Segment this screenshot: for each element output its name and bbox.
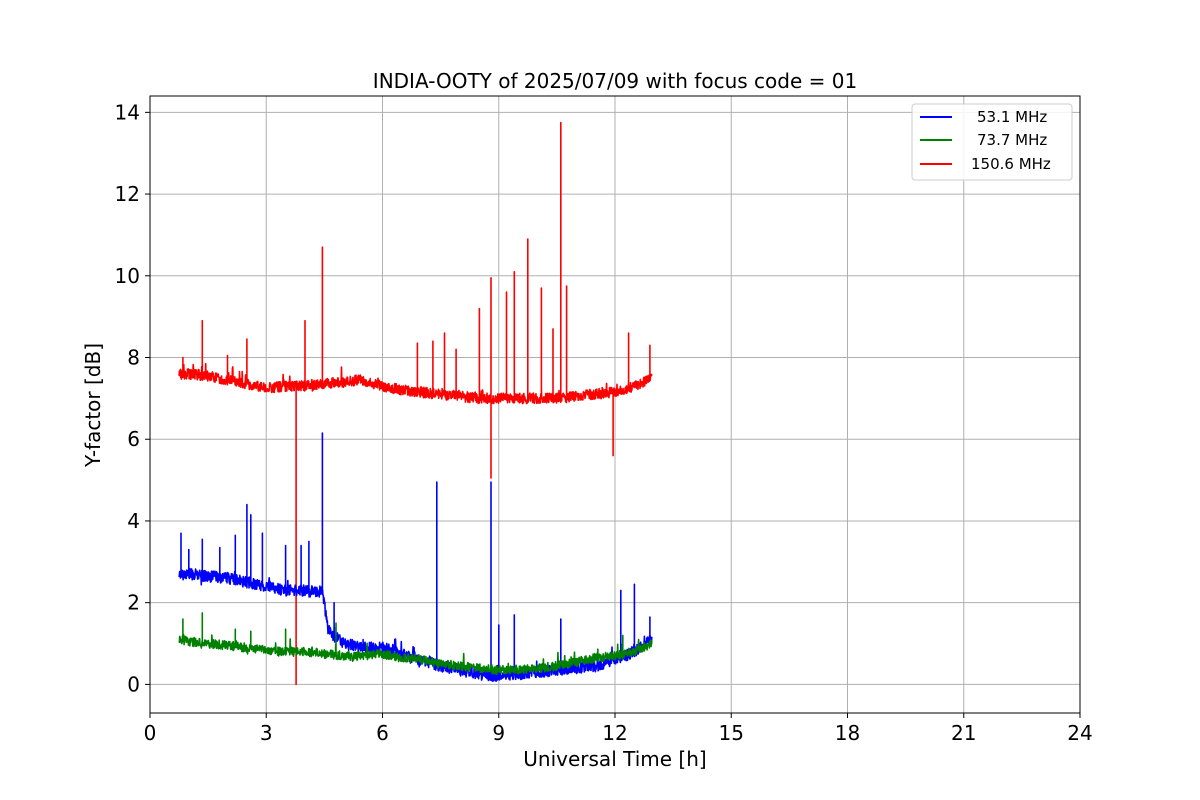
y-tick-label: 2 (127, 591, 140, 615)
x-tick-label: 12 (602, 721, 627, 745)
legend: 53.1 MHz 73.7 MHz 150.6 MHz (911, 103, 1073, 181)
y-tick-label: 6 (127, 427, 140, 451)
x-tick-label: 24 (1067, 721, 1092, 745)
legend-label-73-7-mhz: 73.7 MHz (977, 131, 1047, 149)
y-tick-label: 12 (115, 182, 140, 206)
x-tick-label: 6 (376, 721, 389, 745)
legend-box (911, 103, 1073, 181)
x-tick-label: 18 (835, 721, 860, 745)
series-150-6-mhz (178, 121, 653, 686)
x-tick-label: 3 (260, 721, 273, 745)
series-layer (178, 121, 653, 686)
series-73-7-mhz (178, 612, 653, 676)
y-tick-label: 0 (127, 672, 140, 696)
series-line-150-6-mhz (178, 121, 653, 686)
y-axis-label: Y-factor [dB] (81, 343, 105, 468)
y-tick-label: 8 (127, 346, 140, 370)
x-tick-label: 21 (951, 721, 976, 745)
y-tick-label: 14 (115, 100, 140, 124)
legend-label-53-1-mhz: 53.1 MHz (977, 108, 1047, 126)
y-tick-label: 4 (127, 509, 140, 533)
y-tick-label: 10 (115, 264, 140, 288)
chart-title: INDIA-OOTY of 2025/07/09 with focus code… (373, 69, 857, 93)
x-axis-label: Universal Time [h] (523, 747, 706, 771)
x-tick-label: 9 (492, 721, 505, 745)
series-line-73-7-mhz (178, 612, 653, 676)
x-tick-label: 0 (144, 721, 157, 745)
legend-label-150-6-mhz: 150.6 MHz (971, 155, 1051, 173)
x-tick-label: 15 (719, 721, 744, 745)
